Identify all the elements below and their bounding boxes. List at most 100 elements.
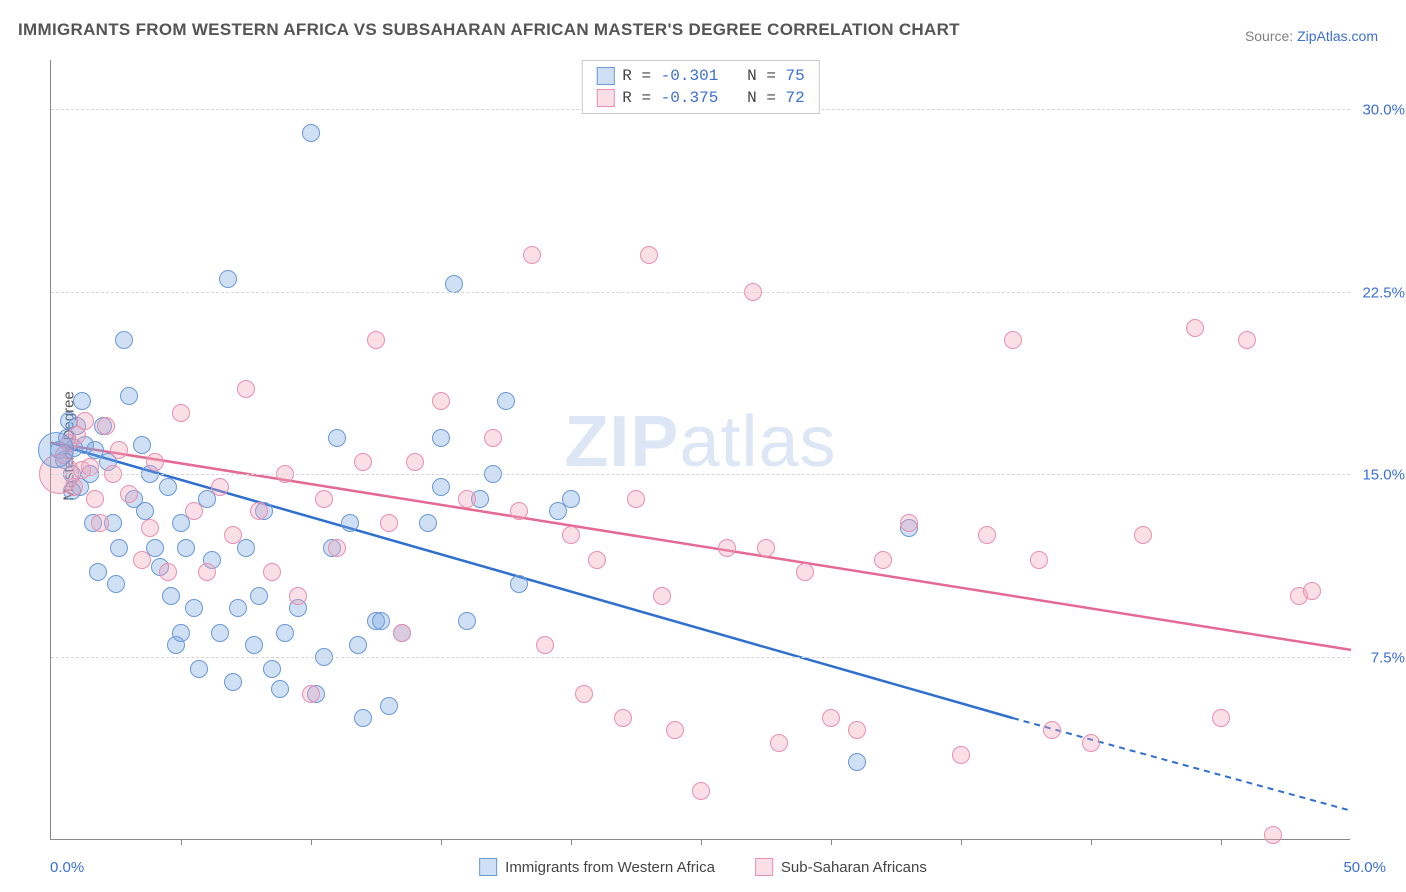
scatter-point-subsaharan	[198, 563, 216, 581]
scatter-point-western	[263, 660, 281, 678]
scatter-point-subsaharan	[1303, 582, 1321, 600]
scatter-point-subsaharan	[354, 453, 372, 471]
scatter-point-western	[229, 599, 247, 617]
scatter-point-western	[190, 660, 208, 678]
scatter-point-subsaharan	[510, 502, 528, 520]
scatter-point-subsaharan	[653, 587, 671, 605]
scatter-point-western	[432, 478, 450, 496]
scatter-point-western	[211, 624, 229, 642]
scatter-point-subsaharan	[523, 246, 541, 264]
scatter-point-western	[115, 331, 133, 349]
gridline: 22.5%	[51, 292, 1350, 293]
scatter-point-subsaharan	[432, 392, 450, 410]
series-legend: Immigrants from Western Africa Sub-Sahara…	[479, 858, 927, 876]
scatter-point-subsaharan	[614, 709, 632, 727]
x-tick	[831, 839, 832, 845]
scatter-point-subsaharan	[1082, 734, 1100, 752]
scatter-point-western	[341, 514, 359, 532]
scatter-point-subsaharan	[588, 551, 606, 569]
scatter-point-western	[419, 514, 437, 532]
scatter-point-western	[224, 673, 242, 691]
scatter-point-western	[445, 275, 463, 293]
scatter-point-subsaharan	[848, 721, 866, 739]
scatter-point-subsaharan	[1134, 526, 1152, 544]
scatter-point-subsaharan	[76, 412, 94, 430]
scatter-point-western	[162, 587, 180, 605]
x-tick	[311, 839, 312, 845]
gridline: 7.5%	[51, 657, 1350, 658]
scatter-point-western	[120, 387, 138, 405]
scatter-point-subsaharan	[211, 478, 229, 496]
stats-row-subsaharan: R = -0.375 N = 72	[596, 87, 804, 109]
y-tick-label: 15.0%	[1362, 467, 1405, 484]
scatter-point-subsaharan	[640, 246, 658, 264]
scatter-point-subsaharan	[757, 539, 775, 557]
scatter-point-subsaharan	[185, 502, 203, 520]
scatter-point-subsaharan	[900, 514, 918, 532]
scatter-point-western	[89, 563, 107, 581]
x-tick	[701, 839, 702, 845]
scatter-point-western	[354, 709, 372, 727]
swatch-icon	[596, 89, 614, 107]
scatter-point-subsaharan	[86, 490, 104, 508]
scatter-point-western	[328, 429, 346, 447]
x-tick	[181, 839, 182, 845]
scatter-point-western	[349, 636, 367, 654]
swatch-icon	[596, 67, 614, 85]
scatter-point-subsaharan	[952, 746, 970, 764]
x-min-label: 0.0%	[50, 859, 84, 876]
scatter-point-subsaharan	[302, 685, 320, 703]
scatter-point-subsaharan	[1004, 331, 1022, 349]
scatter-point-subsaharan	[97, 417, 115, 435]
legend-item-western: Immigrants from Western Africa	[479, 858, 715, 876]
scatter-point-subsaharan	[666, 721, 684, 739]
scatter-point-western	[250, 587, 268, 605]
legend-label: Sub-Saharan Africans	[781, 859, 927, 876]
scatter-point-subsaharan	[237, 380, 255, 398]
scatter-point-subsaharan	[770, 734, 788, 752]
scatter-point-subsaharan	[1043, 721, 1061, 739]
scatter-point-western	[219, 270, 237, 288]
scatter-point-subsaharan	[328, 539, 346, 557]
stats-legend: R = -0.301 N = 75R = -0.375 N = 72	[581, 60, 819, 114]
scatter-point-western	[73, 392, 91, 410]
scatter-points	[51, 60, 1350, 839]
swatch-icon	[755, 858, 773, 876]
x-tick	[1221, 839, 1222, 845]
scatter-point-subsaharan	[367, 331, 385, 349]
scatter-point-subsaharan	[718, 539, 736, 557]
scatter-point-subsaharan	[120, 485, 138, 503]
scatter-point-subsaharan	[1264, 826, 1282, 844]
scatter-point-subsaharan	[250, 502, 268, 520]
scatter-point-subsaharan	[393, 624, 411, 642]
scatter-point-subsaharan	[91, 514, 109, 532]
scatter-point-western	[271, 680, 289, 698]
scatter-point-western	[458, 612, 476, 630]
plot-area: ZIPatlas R = -0.301 N = 75R = -0.375 N =…	[50, 60, 1350, 840]
scatter-point-western	[302, 124, 320, 142]
scatter-point-subsaharan	[978, 526, 996, 544]
source-link[interactable]: ZipAtlas.com	[1297, 28, 1378, 44]
scatter-point-subsaharan	[796, 563, 814, 581]
scatter-point-subsaharan	[141, 519, 159, 537]
legend-label: Immigrants from Western Africa	[505, 859, 715, 876]
scatter-point-subsaharan	[1212, 709, 1230, 727]
scatter-point-subsaharan	[1186, 319, 1204, 337]
y-tick-label: 22.5%	[1362, 284, 1405, 301]
scatter-point-subsaharan	[380, 514, 398, 532]
x-tick	[1091, 839, 1092, 845]
scatter-point-subsaharan	[562, 526, 580, 544]
scatter-point-western	[510, 575, 528, 593]
scatter-point-subsaharan	[1238, 331, 1256, 349]
scatter-point-subsaharan	[484, 429, 502, 447]
scatter-point-western	[185, 599, 203, 617]
scatter-point-western	[497, 392, 515, 410]
scatter-point-subsaharan	[110, 441, 128, 459]
scatter-point-western	[562, 490, 580, 508]
x-tick	[441, 839, 442, 845]
scatter-point-subsaharan	[692, 782, 710, 800]
y-tick-label: 7.5%	[1371, 650, 1405, 667]
source-attribution: Source: ZipAtlas.com	[1245, 28, 1378, 44]
scatter-point-western	[177, 539, 195, 557]
x-tick	[961, 839, 962, 845]
